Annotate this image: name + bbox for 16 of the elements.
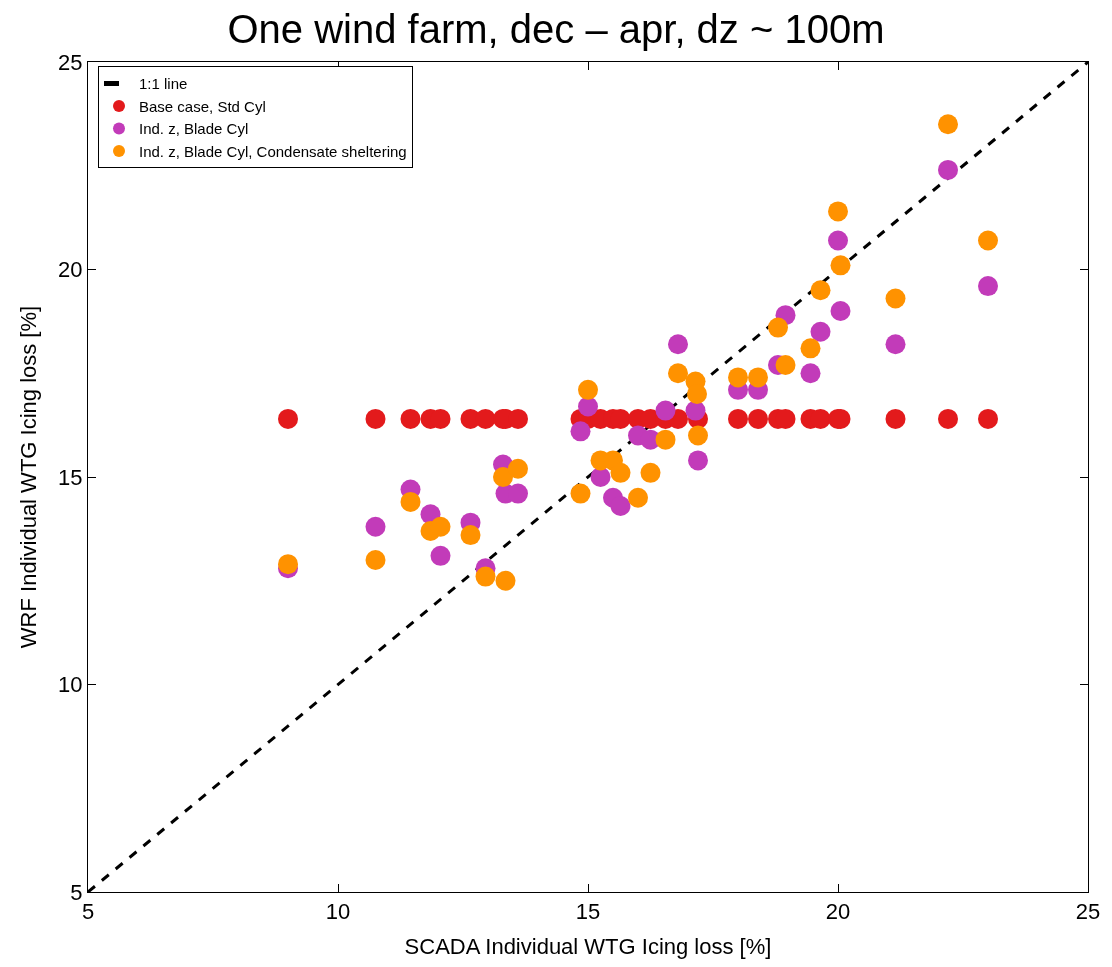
x-tick-label: 20 <box>825 899 851 925</box>
legend-label: Ind. z, Blade Cyl, Condensate sheltering <box>139 142 407 160</box>
legend-label: Ind. z, Blade Cyl <box>139 120 249 138</box>
y-tick-label: 15 <box>58 464 83 490</box>
legend-label: 1:1 line <box>139 75 188 93</box>
y-tick-label: 20 <box>58 257 83 283</box>
y-tick-label: 25 <box>58 49 83 75</box>
x-tick-label: 10 <box>325 899 351 925</box>
legend-label: Base case, Std Cyl <box>139 97 266 115</box>
x-tick-label: 25 <box>1075 899 1101 925</box>
x-tick-label: 15 <box>575 899 601 925</box>
y-tick-label: 10 <box>58 672 83 698</box>
x-axis-title: SCADA Individual WTG Icing loss [%] <box>404 934 772 960</box>
y-axis-title: WRF Individual WTG Icing loss [%] <box>15 305 41 649</box>
y-tick-label: 5 <box>70 879 83 905</box>
chart-title: One wind farm, dec – apr, dz ~ 100m <box>227 6 885 51</box>
